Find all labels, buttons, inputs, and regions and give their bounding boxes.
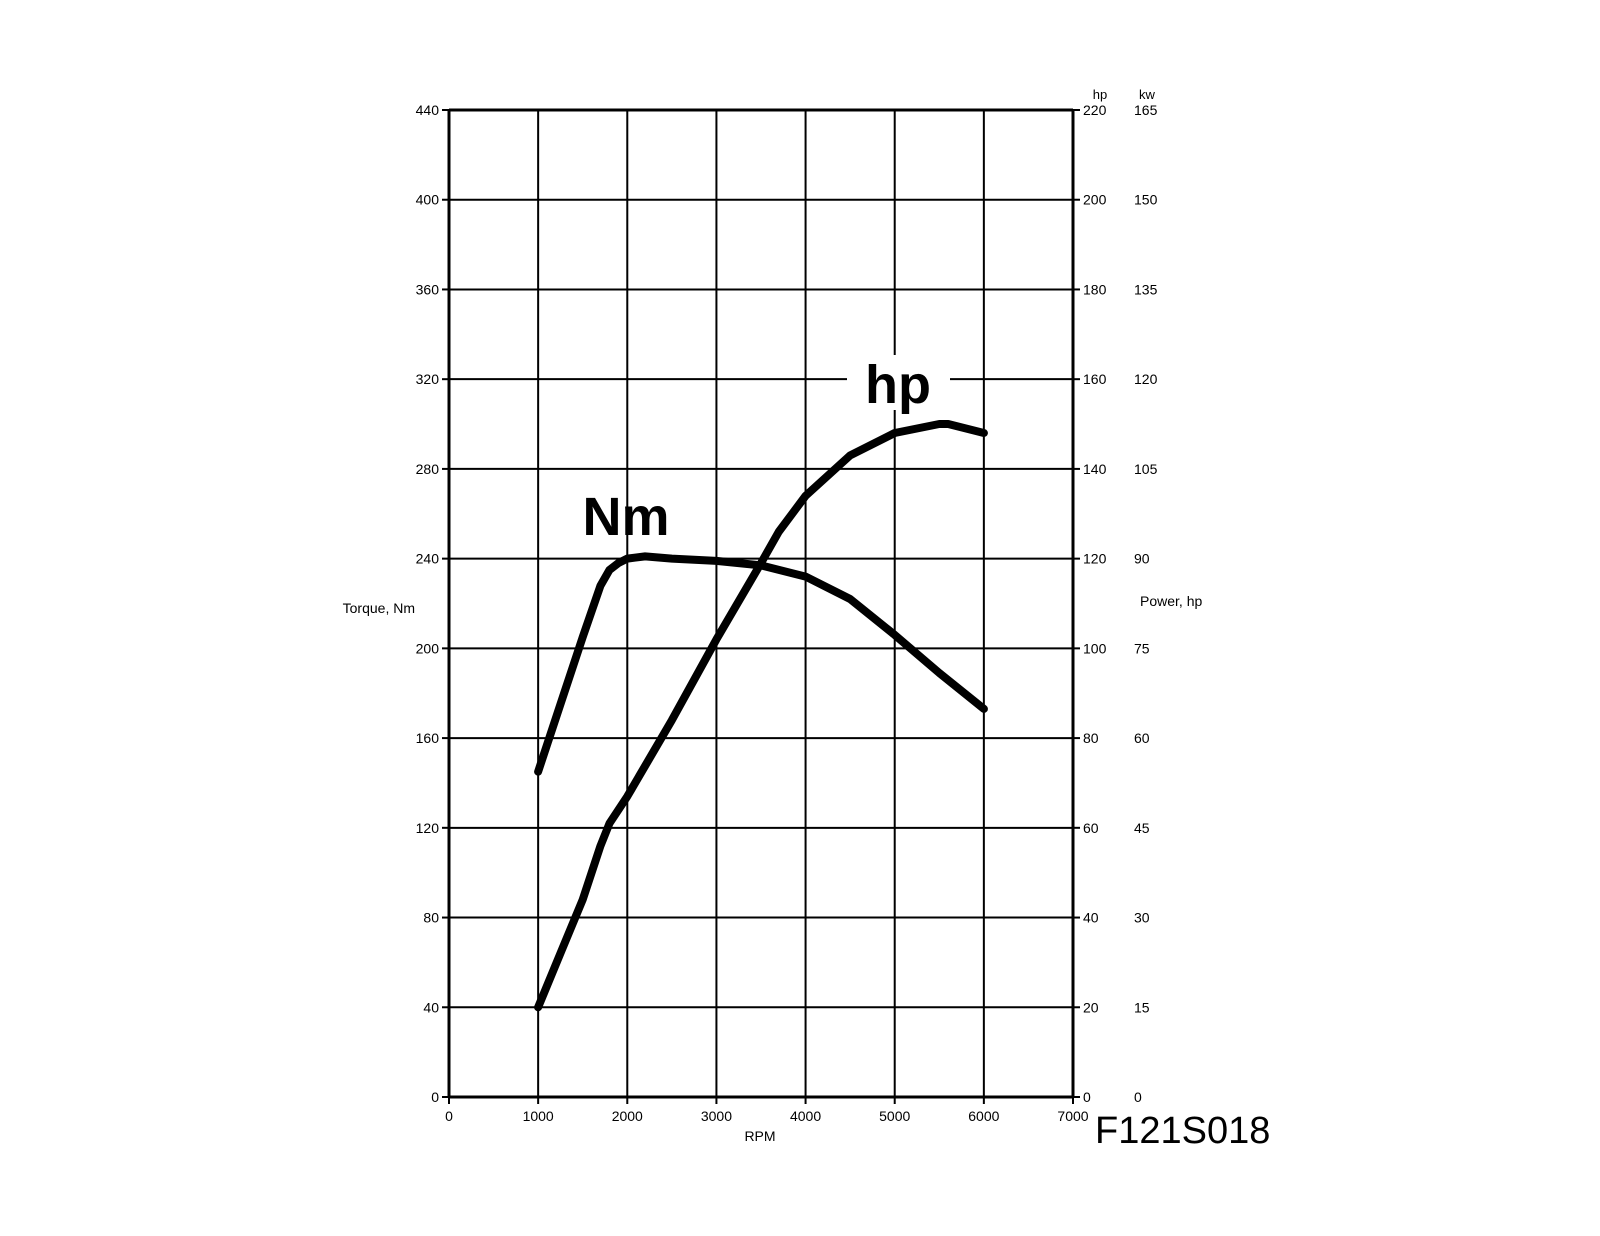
y-right-hp-tick-label: 120 xyxy=(1083,551,1107,567)
series-label-hp: hp xyxy=(865,355,931,415)
y-left-tick-label: 240 xyxy=(416,551,440,567)
y-right-kw-tick-label: 15 xyxy=(1134,999,1150,1015)
y-left-axis-label: Torque, Nm xyxy=(343,600,415,616)
y-right-kw-tick-label: 60 xyxy=(1134,730,1150,746)
y-left-tick-label: 360 xyxy=(416,281,440,297)
y-right-kw-tick-label: 30 xyxy=(1134,910,1150,926)
x-tick-label: 5000 xyxy=(879,1108,910,1124)
y-right-hp-tick-label: 220 xyxy=(1083,102,1107,118)
y-left-tick-label: 160 xyxy=(416,730,440,746)
y-right-hp-tick-label: 80 xyxy=(1083,730,1099,746)
y-right-kw-tick-label: 135 xyxy=(1134,281,1158,297)
y-left-tick-label: 400 xyxy=(416,192,440,208)
hp-label-background xyxy=(847,355,950,410)
y-right-kw-tick-label: 75 xyxy=(1134,640,1150,656)
y-left-tick-label: 440 xyxy=(416,102,440,118)
x-tick-label: 2000 xyxy=(612,1108,643,1124)
y-left-tick-label: 0 xyxy=(431,1089,439,1105)
x-axis-label: RPM xyxy=(744,1128,775,1144)
x-axis-ticks: 0 1000 2000 3000 4000 5000 6000 7000 xyxy=(445,1097,1089,1124)
y-right-hp-tick-label: 40 xyxy=(1083,910,1099,926)
y-right-hp-tick-label: 180 xyxy=(1083,281,1107,297)
y-left-tick-label: 40 xyxy=(423,999,439,1015)
y-right-hp-tick-label: 0 xyxy=(1083,1089,1091,1105)
x-tick-label: 3000 xyxy=(701,1108,732,1124)
y-right-kw-tick-label: 165 xyxy=(1134,102,1158,118)
y-left-tick-label: 80 xyxy=(423,910,439,926)
y-right-hp-tick-label: 60 xyxy=(1083,820,1099,836)
y-right-kw-tick-label: 150 xyxy=(1134,192,1158,208)
series-label-nm: Nm xyxy=(582,487,669,547)
x-tick-label: 4000 xyxy=(790,1108,821,1124)
y-right-axis-label: Power, hp xyxy=(1140,593,1202,609)
y-right-hp-tick-label: 100 xyxy=(1083,640,1107,656)
grid xyxy=(447,108,1075,1099)
left-axis-ticks: 0 40 80 120 160 200 240 280 320 360 400 440 xyxy=(416,102,449,1105)
y-right-hp-tick-label: 160 xyxy=(1083,371,1107,387)
series-line-hp xyxy=(534,420,988,1012)
y-left-tick-label: 120 xyxy=(416,820,440,836)
y-left-tick-label: 200 xyxy=(416,640,440,656)
hp-unit-label: hp xyxy=(1093,87,1107,102)
x-tick-label: 6000 xyxy=(968,1108,999,1124)
series-line-nm xyxy=(534,552,988,776)
y-right-hp-tick-label: 20 xyxy=(1083,999,1099,1015)
y-left-tick-label: 320 xyxy=(416,371,440,387)
y-right-kw-tick-label: 45 xyxy=(1134,820,1150,836)
right-axis-ticks: 0 0 20 15 40 30 60 45 80 60 100 75 120 90 140 105 160 120… xyxy=(1073,102,1158,1105)
series-lines xyxy=(534,420,988,1012)
y-right-kw-tick-label: 120 xyxy=(1134,371,1158,387)
x-tick-label: 7000 xyxy=(1057,1108,1088,1124)
figure-code: F121S018 xyxy=(1095,1110,1270,1152)
x-tick-label: 1000 xyxy=(523,1108,554,1124)
kw-unit-label: kw xyxy=(1139,87,1156,102)
y-right-kw-tick-label: 90 xyxy=(1134,551,1150,567)
y-right-kw-tick-label: 105 xyxy=(1134,461,1158,477)
y-left-tick-label: 280 xyxy=(416,461,440,477)
y-right-hp-tick-label: 200 xyxy=(1083,192,1107,208)
y-right-kw-tick-label: 0 xyxy=(1134,1089,1142,1105)
y-right-hp-tick-label: 140 xyxy=(1083,461,1107,477)
x-tick-label: 0 xyxy=(445,1108,453,1124)
